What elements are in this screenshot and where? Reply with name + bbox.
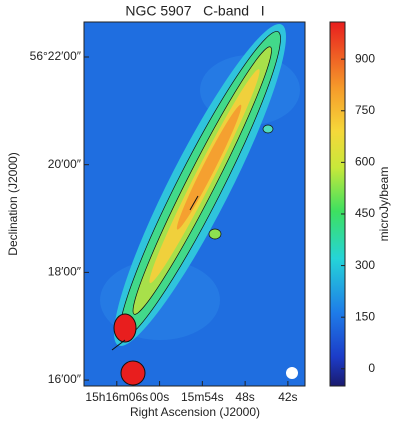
x-tick-label: 48s [235,390,254,404]
x-tick-label: 00s [150,390,169,404]
colorbar-label: microJy/beam [377,167,391,242]
y-axis-label: Declination (J2000) [6,152,20,255]
y-tick-label: 56°22′00″ [30,49,82,63]
colorbar-tick-label: 750 [355,103,375,117]
colorbar-tick-label: 600 [355,155,375,169]
x-tick-label: 42s [278,390,297,404]
colorbar-tick-label: 450 [355,206,375,220]
sky-image [84,22,305,386]
y-tick-label: 16′00″ [48,372,82,386]
colorbar-tick-label: 900 [355,51,375,65]
colorbar [329,21,346,387]
x-tick-label: 15m54s [181,390,224,404]
chart-title: NGC 5907 C-band I [125,3,264,19]
x-tick-label: 15h16m06s [85,390,148,404]
x-axis-label: Right Ascension (J2000) [130,405,260,419]
y-tick-label: 18′00″ [48,265,82,279]
plot-frame [83,21,306,387]
colorbar-tick-label: 150 [355,309,375,323]
colorbar-tick-label: 0 [368,361,375,375]
colorbar-tick-label: 300 [355,258,375,272]
y-tick-label: 20′00″ [48,157,82,171]
